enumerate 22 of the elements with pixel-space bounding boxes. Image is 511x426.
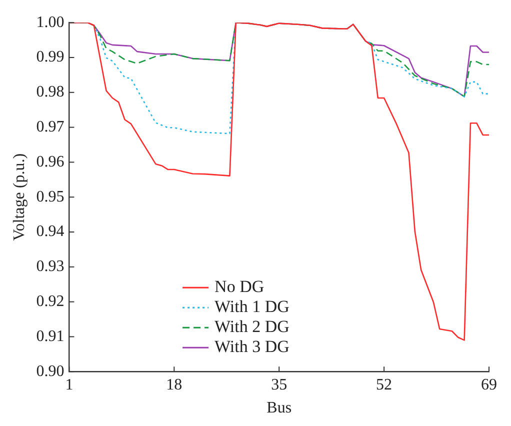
x-tick-label: 35: [271, 376, 288, 394]
legend-label: No DG: [214, 277, 264, 296]
y-tick-label: 0.94: [36, 223, 64, 240]
y-tick-label: 0.97: [36, 118, 64, 136]
x-tick-label: 18: [166, 376, 182, 394]
y-tick-label: 0.91: [36, 328, 64, 345]
legend-label: With 3 DG: [214, 337, 290, 356]
y-tick-label: 0.92: [36, 293, 64, 310]
y-tick-label: 0.90: [36, 362, 64, 380]
x-axis-title: Bus: [266, 400, 292, 417]
legend-label: With 1 DG: [214, 297, 290, 316]
y-tick-label: 0.93: [36, 258, 64, 276]
x-tick-label: 69: [481, 376, 497, 394]
y-tick-label: 0.99: [36, 48, 64, 66]
y-tick-label: 1.00: [36, 14, 64, 31]
y-tick-label: 0.98: [36, 84, 64, 101]
y-tick-label: 0.95: [36, 188, 64, 206]
x-tick-label: 1: [65, 376, 74, 394]
legend-label: With 2 DG: [214, 317, 290, 336]
x-tick-label: 52: [376, 376, 392, 394]
y-tick-label: 0.96: [36, 153, 64, 170]
y-axis-title: Voltage (p.u.): [10, 153, 28, 241]
